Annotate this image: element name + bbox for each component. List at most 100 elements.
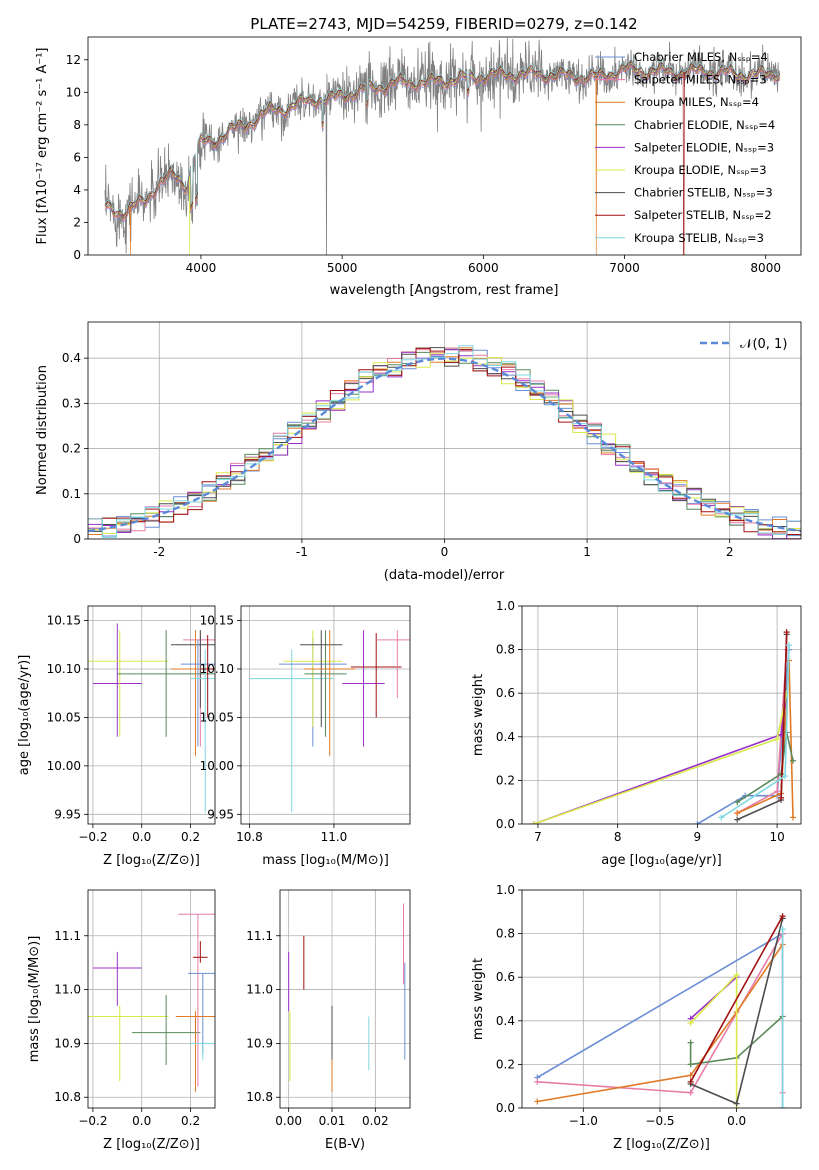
weight-marker <box>779 1105 786 1108</box>
panel-weight_vs_age: 7 8 9 10 0.0 0.2 0.4 0.6 0.8 1.0 age [log₁₀(age/yr… <box>471 599 802 868</box>
weight-marker <box>790 757 797 764</box>
errorbar-point <box>171 630 215 757</box>
y-tick-label: 0.6 <box>496 686 515 700</box>
weight-marker <box>687 1078 694 1085</box>
x-axis-label: (data-model)/error <box>384 568 505 583</box>
legend: Chabrier MILES, Nₛₛₚ=4 Salpeter MILES, Nₛ… <box>595 50 775 245</box>
plot-area-weight_vs_Z <box>522 890 801 1108</box>
errorbar-point <box>117 630 215 737</box>
chart-title: PLATE=2743, MJD=54259, FIBERID=0279, z=0… <box>250 15 637 33</box>
weight-marker <box>779 913 786 920</box>
y-tick-label: 10.05 <box>200 710 234 724</box>
y-tick-label: 6 <box>73 150 81 164</box>
x-tick-label: 10 <box>769 830 784 844</box>
panel-residual_histogram: -2 -1 0 1 2 0 0.1 0.2 0.3 0.4 𝒩(0, 1) (data-model)/… <box>35 321 802 583</box>
x-tick-label: −0.2 <box>78 1114 107 1128</box>
legend-entry: Kroupa STELIB, Nₛₛₚ=3 <box>634 231 764 245</box>
weight-marker <box>687 1019 694 1026</box>
y-axis-label: mass [log₁₀(M/M⊙)] <box>27 936 42 1063</box>
y-tick-label: 0.3 <box>62 396 81 410</box>
gaussian-reference-curve <box>88 357 801 533</box>
weight-marker <box>694 821 701 824</box>
y-tick-label: 9.95 <box>207 807 234 821</box>
x-tick-label: 0.01 <box>319 1114 346 1128</box>
panel-weight_vs_Z: −1.0 −0.5 0.0 0.0 0.2 0.4 0.6 0.8 1.0 Z [log₁₀(Z/… <box>471 883 802 1152</box>
plot-area-age_vs_mass <box>241 606 410 824</box>
legend-entry: Chabrier STELIB, Nₛₛₚ=3 <box>634 186 773 200</box>
errorbar-point <box>88 1005 169 1082</box>
y-tick-label: 0 <box>73 248 81 262</box>
y-tick-label: 0.0 <box>496 1101 515 1115</box>
y-tick-label: 0.4 <box>496 730 515 744</box>
model-spectrum-line <box>104 62 780 255</box>
axes-frame <box>87 889 216 1109</box>
x-tick-label: 0.2 <box>181 830 200 844</box>
errorbar-point <box>300 630 343 728</box>
weight-marker <box>779 926 786 933</box>
x-tick-label: 0.02 <box>362 1114 389 1128</box>
errorbar-point <box>188 972 215 1055</box>
weight-marker <box>790 814 797 821</box>
weight-marker <box>778 794 785 801</box>
errorbar-point <box>193 941 208 963</box>
y-tick-label: 1.0 <box>496 883 515 897</box>
errorbar-point <box>131 994 201 1065</box>
y-tick-label: 10.10 <box>200 662 234 676</box>
plot-area-mass_vs_Z <box>88 890 215 1108</box>
model-spectrum-line <box>104 58 781 215</box>
legend-entry: Salpeter MILES, Nₛₛₚ=3 <box>634 73 767 87</box>
legend-entry: 𝒩(0, 1) <box>740 337 787 352</box>
y-tick-label: 0.4 <box>496 1014 515 1028</box>
x-tick-label: 0.0 <box>132 1114 151 1128</box>
weight-marker <box>530 821 537 824</box>
y-tick-label: 0.2 <box>496 1057 515 1071</box>
legend-entry: Kroupa ELODIE, Nₛₛₚ=3 <box>634 163 767 177</box>
x-tick-label: 0.2 <box>181 1114 200 1128</box>
y-tick-label: 10 <box>66 85 81 99</box>
x-tick-label: 2 <box>726 545 734 559</box>
x-tick-label: -2 <box>153 545 165 559</box>
plot-area-residual_histogram <box>88 322 801 539</box>
x-tick-label: 6000 <box>468 261 499 275</box>
axes-frame <box>279 889 411 1109</box>
legend-entry: Kroupa MILES, Nₛₛₚ=4 <box>634 95 759 109</box>
errorbar-point <box>88 630 169 737</box>
x-tick-label: 11.0 <box>321 830 348 844</box>
errorbar-point <box>190 1042 215 1060</box>
y-tick-label: 10.15 <box>200 614 234 628</box>
weight-marker <box>782 773 789 780</box>
x-axis-label: age [log₁₀(age/yr)] <box>601 853 722 868</box>
axes-frame <box>87 36 802 256</box>
panel-age_vs_Z: −0.2 0.0 0.2 9.95 10.00 10.05 10.10 10.15 Z [log… <box>17 605 216 868</box>
x-tick-label: 8 <box>614 830 622 844</box>
y-tick-label: 0.0 <box>496 817 515 831</box>
x-axis-label: wavelength [Angstrom, rest frame] <box>330 283 559 298</box>
y-tick-label: 8 <box>73 118 81 132</box>
x-tick-label: 7 <box>534 830 542 844</box>
y-tick-label: 10.10 <box>47 662 81 676</box>
weight-series-line <box>537 944 784 1103</box>
x-axis-label: Z [log₁₀(Z/Z⊙)] <box>103 853 200 868</box>
y-tick-label: 10.15 <box>47 614 81 628</box>
errorbar-point <box>175 1011 215 1092</box>
y-tick-label: 12 <box>66 53 81 67</box>
y-tick-label: 10.05 <box>47 710 81 724</box>
y-tick-label: 4 <box>73 183 81 197</box>
weight-series-line <box>689 915 784 1083</box>
x-tick-label: −0.5 <box>645 1114 674 1128</box>
weight-series-line <box>533 693 788 824</box>
weight-series-line <box>780 632 788 798</box>
y-tick-label: 11.1 <box>246 929 273 943</box>
x-tick-label: 0.0 <box>132 830 151 844</box>
legend-entry: Chabrier MILES, Nₛₛₚ=4 <box>634 50 768 64</box>
y-tick-label: 0.2 <box>62 442 81 456</box>
y-tick-label: 11.1 <box>54 929 81 943</box>
x-tick-label: 4000 <box>186 261 217 275</box>
weight-series-line <box>736 732 794 803</box>
weight-marker <box>783 629 790 636</box>
y-tick-label: 10.00 <box>200 759 234 773</box>
x-tick-label: 9 <box>694 830 702 844</box>
panel-mass_vs_Z: −0.2 0.0 0.2 10.8 10.9 11.0 11.1 Z [log₁₀(Z/Z⊙)… <box>27 889 216 1152</box>
weight-series-line <box>736 660 794 818</box>
